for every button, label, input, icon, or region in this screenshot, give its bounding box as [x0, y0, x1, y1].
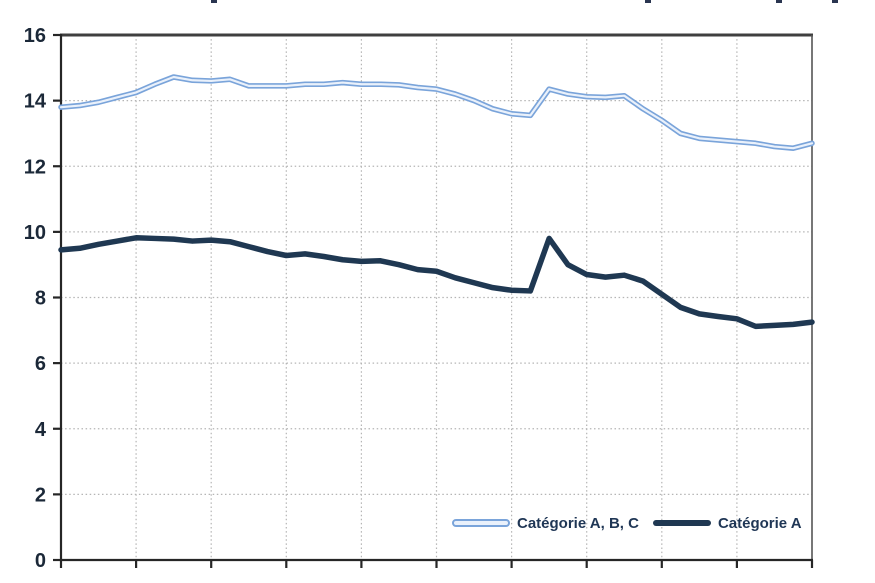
y-axis-tick-label: 12: [24, 156, 46, 178]
cropped-title-fragment: [832, 0, 838, 3]
series-line-categorie-abc-inner: [59, 75, 814, 150]
y-axis-tick-label: 0: [35, 550, 46, 572]
legend-label-categorie-abc: Catégorie A, B, C: [517, 514, 639, 532]
y-axis-tick-label: 10: [24, 222, 46, 244]
y-axis-tick-label: 6: [35, 353, 46, 375]
chart-legend: Catégorie A, B, C Catégorie A: [452, 512, 802, 534]
legend-label-categorie-a: Catégorie A: [717, 514, 802, 532]
y-axis-tick-label: 2: [35, 484, 46, 506]
y-axis-tick-label: 14: [24, 91, 47, 113]
cropped-title-fragment: [211, 0, 217, 3]
legend-line-sample-categorie-a: [652, 520, 711, 526]
cropped-title-fragment: [776, 0, 782, 3]
cropped-title-fragment: [645, 0, 651, 3]
legend-line-sample-categorie-abc: [452, 519, 510, 527]
legend-item-categorie-a: Catégorie A: [652, 514, 802, 532]
y-axis-tick-label: 4: [35, 419, 47, 441]
legend-item-categorie-abc: Catégorie A, B, C: [452, 515, 639, 532]
series-line-categorie-a: [58, 235, 815, 330]
y-axis-tick-label: 16: [24, 25, 46, 47]
y-axis-tick-label: 8: [35, 288, 46, 310]
